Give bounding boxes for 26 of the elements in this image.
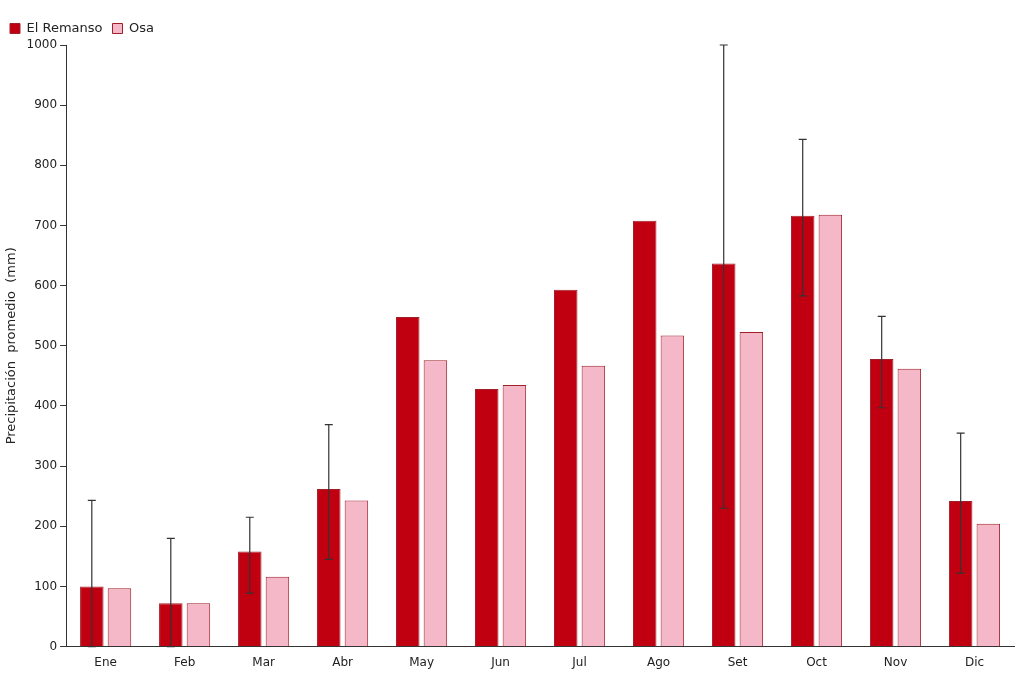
y-tick-label: 200 — [34, 518, 58, 533]
x-tick-label: Jul — [571, 654, 587, 669]
x-tick-label: Ago — [646, 654, 671, 669]
y-tick-label: 900 — [34, 97, 58, 112]
x-tick-label: Oct — [806, 654, 828, 669]
x-tick-label: Set — [727, 654, 748, 669]
x-tick-label: Ene — [94, 654, 117, 669]
x-tick-label: Nov — [883, 654, 908, 669]
x-tick-label: Mar — [252, 654, 275, 669]
x-tick-label: Jun — [490, 654, 510, 669]
x-tick-label: Dic — [964, 654, 985, 669]
x-tick-label: May — [409, 654, 434, 669]
y-tick-label: 100 — [34, 578, 58, 593]
x-tick-label: Abr — [332, 654, 354, 669]
y-tick-label: 600 — [34, 277, 58, 292]
y-tick-label: 400 — [34, 398, 58, 413]
legend-label: El Remanso — [26, 19, 103, 35]
y-axis-title: Precipitación promedio (mm) — [3, 247, 19, 445]
legend-label: Osa — [129, 19, 154, 35]
x-tick-label: Feb — [174, 654, 196, 669]
y-tick-label: 500 — [34, 337, 58, 352]
y-tick-label: 1000 — [26, 37, 58, 52]
y-tick-label: 800 — [34, 157, 58, 172]
y-tick-label: 700 — [34, 217, 58, 232]
y-tick-label: 300 — [34, 458, 58, 473]
y-tick-label: 0 — [49, 638, 58, 653]
